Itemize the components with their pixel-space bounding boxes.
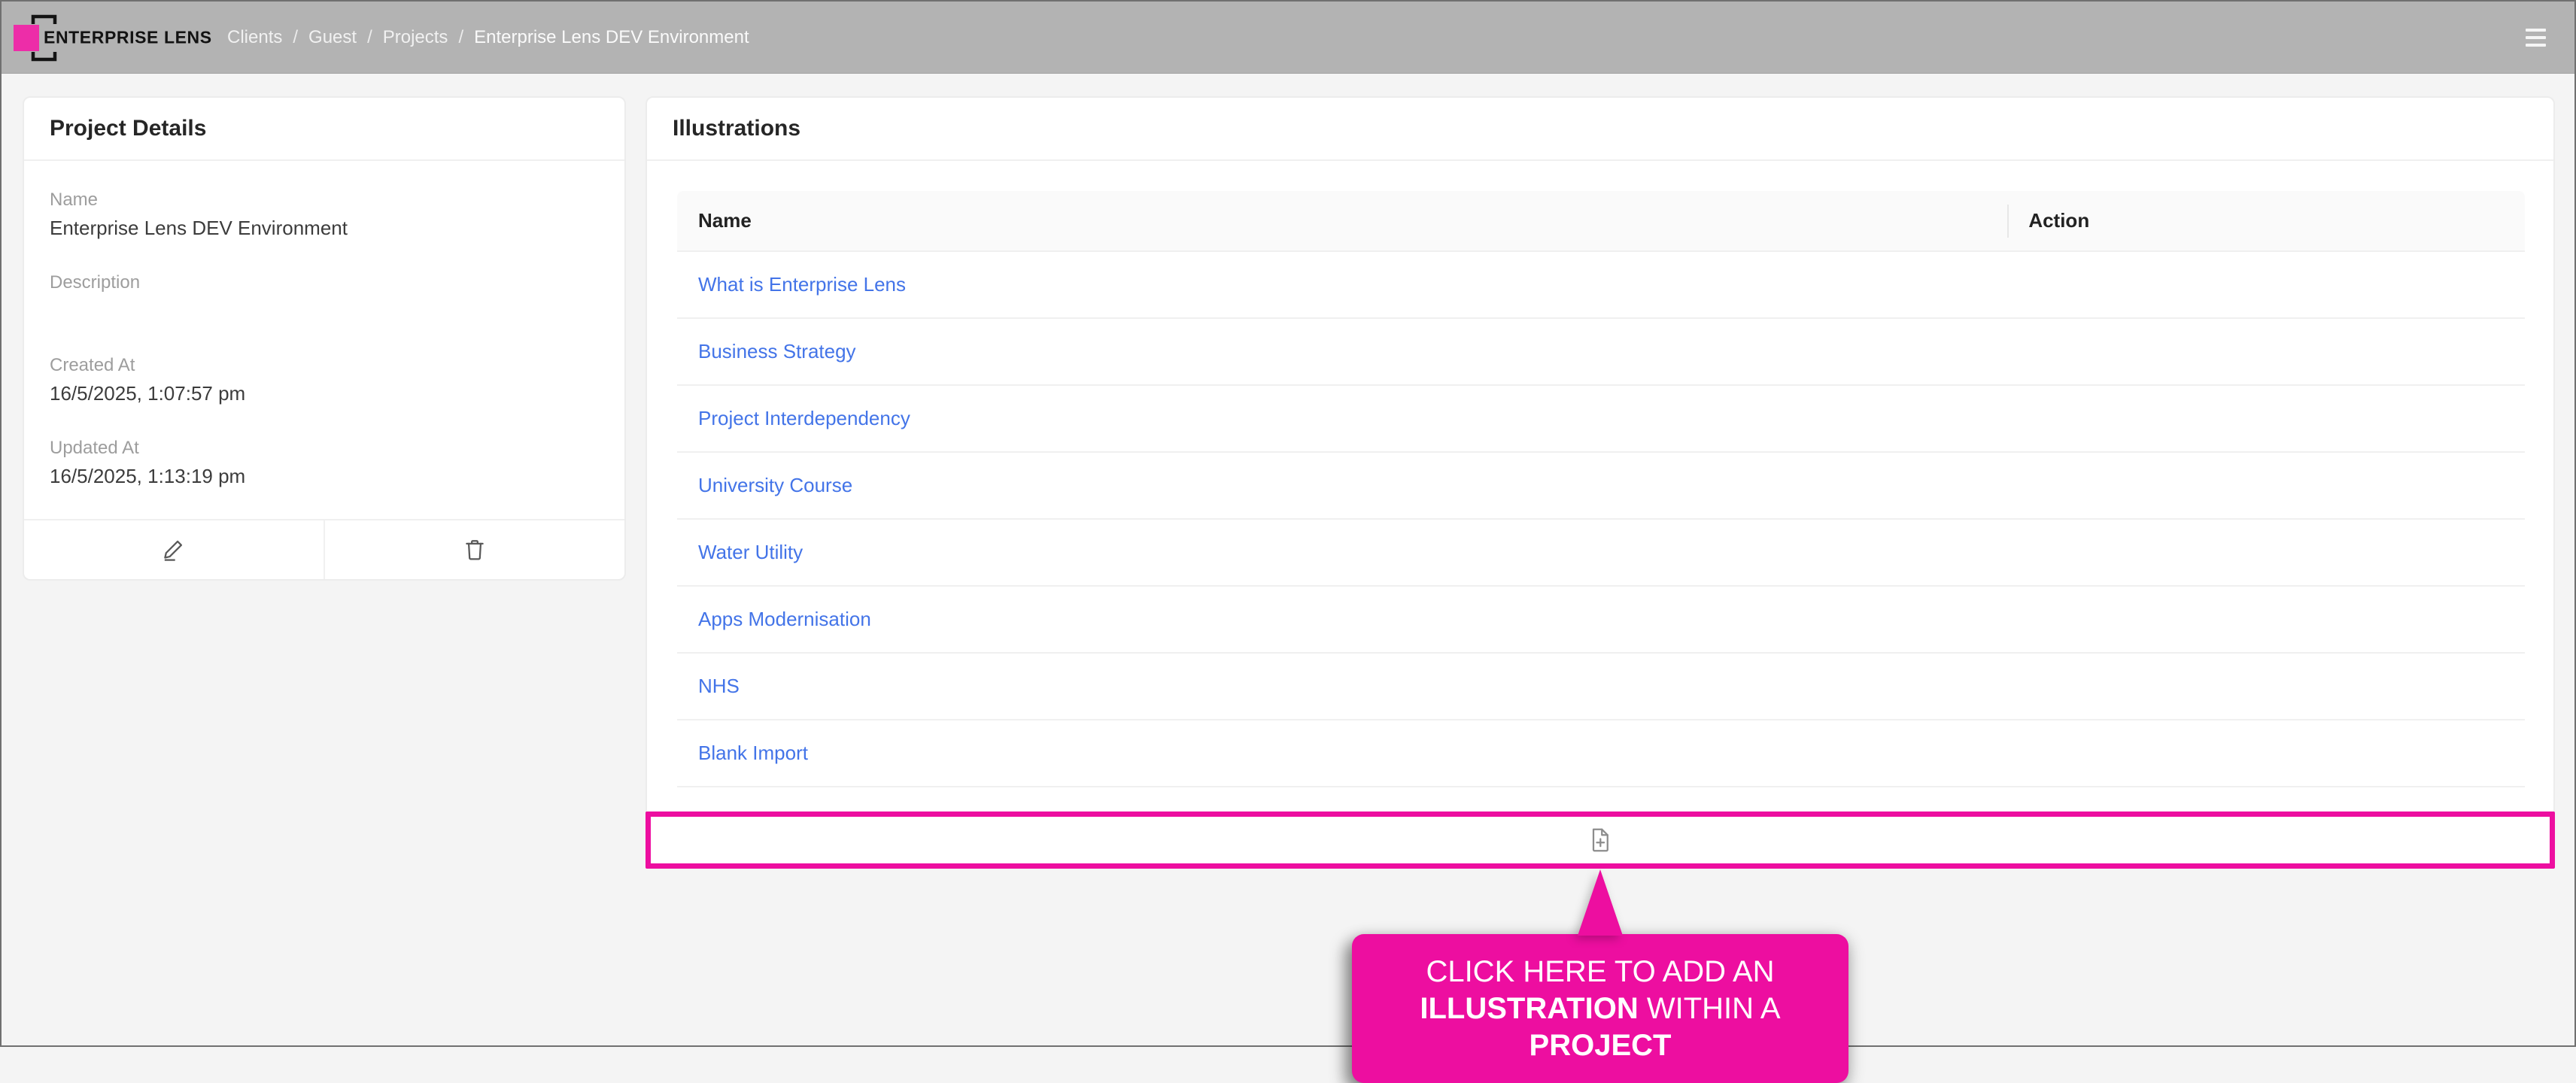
illustrations-card: Illustrations Name Action What is Enterp… [646,96,2555,1083]
table-row: University Course [677,452,2525,520]
breadcrumb-separator: / [367,26,372,47]
field-label: Name [50,190,99,210]
action-cell [2007,385,2525,453]
field-value [50,299,599,323]
file-plus-icon [1592,828,1608,852]
breadcrumb: Clients / Guest / Projects / Enterprise … [227,27,749,48]
add-illustration-button[interactable]: CLICK HERE TO ADD AN ILLUSTRATION WITHIN… [646,811,2555,1083]
column-header-action: Action [2007,191,2525,252]
action-cell [2007,452,2525,520]
table-row: Apps Modernisation [677,586,2525,654]
delete-project-button[interactable] [324,520,624,579]
illustration-link[interactable]: Project Interdependency [698,407,910,429]
page: ENTERPRISE LENS Clients / Guest / Projec… [0,0,2576,1047]
table-row: Water Utility [677,519,2525,587]
field-value: Enterprise Lens DEV Environment [50,217,348,239]
illustration-link[interactable]: Business Strategy [698,340,856,363]
action-cell [2007,720,2525,787]
tooltip-arrow-icon [1578,869,1623,936]
illustration-link[interactable]: NHS [698,675,740,697]
table-row: NHS [677,653,2525,720]
illustrations-table: Name Action What is Enterprise Lens Busi… [647,161,2553,787]
table-row: Project Interdependency [677,385,2525,453]
field-label: Description [50,272,141,293]
field-created-at: Created At 16/5/2025, 1:07:57 pm [50,355,599,406]
top-navbar: ENTERPRISE LENS Clients / Guest / Projec… [2,2,2574,74]
field-updated-at: Updated At 16/5/2025, 1:13:19 pm [50,438,599,489]
table-header-row: Name Action [677,191,2525,252]
project-details-body: Name Enterprise Lens DEV Environment Des… [24,161,624,519]
action-cell [2007,251,2525,319]
action-cell [2007,653,2525,720]
logo-pink-square [14,24,39,51]
table-row: Business Strategy [677,318,2525,386]
tooltip-text: CLICK HERE TO ADD AN ILLUSTRATION WITHIN… [1352,934,1848,1083]
breadcrumb-item-current: Enterprise Lens DEV Environment [474,26,749,47]
logo-brackets-icon [31,14,57,61]
hamburger-icon [2526,28,2546,32]
field-value: 16/5/2025, 1:13:19 pm [50,465,246,487]
onboarding-tooltip: CLICK HERE TO ADD AN ILLUSTRATION WITHIN… [1352,869,1848,1083]
tooltip-segment: WITHIN A [1638,991,1781,1025]
illustration-link[interactable]: Blank Import [698,742,808,764]
main-content: Project Details Name Enterprise Lens DEV… [2,74,2574,1083]
illustration-link[interactable]: What is Enterprise Lens [698,273,907,296]
field-value: 16/5/2025, 1:07:57 pm [50,382,246,405]
action-cell [2007,519,2525,587]
logo-text: ENTERPRISE LENS [44,27,212,47]
action-cell [2007,586,2525,654]
action-cell [2007,318,2525,386]
illustration-link[interactable]: Apps Modernisation [698,608,871,630]
tooltip-segment-bold: PROJECT [1529,1028,1672,1062]
tooltip-segment: CLICK HERE TO ADD AN [1426,955,1775,988]
table-row: Blank Import [677,720,2525,787]
breadcrumb-item-projects[interactable]: Projects [382,26,448,47]
menu-button[interactable] [2520,23,2552,53]
illustration-link[interactable]: University Course [698,474,853,496]
table-row: What is Enterprise Lens [677,251,2525,319]
tooltip-segment-bold: ILLUSTRATION [1420,991,1639,1025]
project-details-title: Project Details [24,98,624,161]
field-description: Description [50,272,599,323]
edit-pencil-icon [164,540,183,561]
project-actions [24,519,624,579]
app-logo: ENTERPRISE LENS [2,2,227,74]
illustration-link[interactable]: Water Utility [698,541,803,563]
project-details-card: Project Details Name Enterprise Lens DEV… [23,96,626,581]
column-header-name: Name [677,191,2008,252]
field-label: Updated At [50,438,139,458]
hamburger-icon [2526,35,2546,39]
breadcrumb-separator: / [458,26,464,47]
breadcrumb-item-guest[interactable]: Guest [308,26,357,47]
field-name: Name Enterprise Lens DEV Environment [50,190,599,241]
illustrations-title: Illustrations [647,98,2553,161]
hamburger-icon [2526,43,2546,47]
breadcrumb-item-clients[interactable]: Clients [227,26,283,47]
breadcrumb-separator: / [293,26,299,47]
trash-icon [466,540,484,560]
field-label: Created At [50,355,135,375]
edit-project-button[interactable] [24,520,324,579]
